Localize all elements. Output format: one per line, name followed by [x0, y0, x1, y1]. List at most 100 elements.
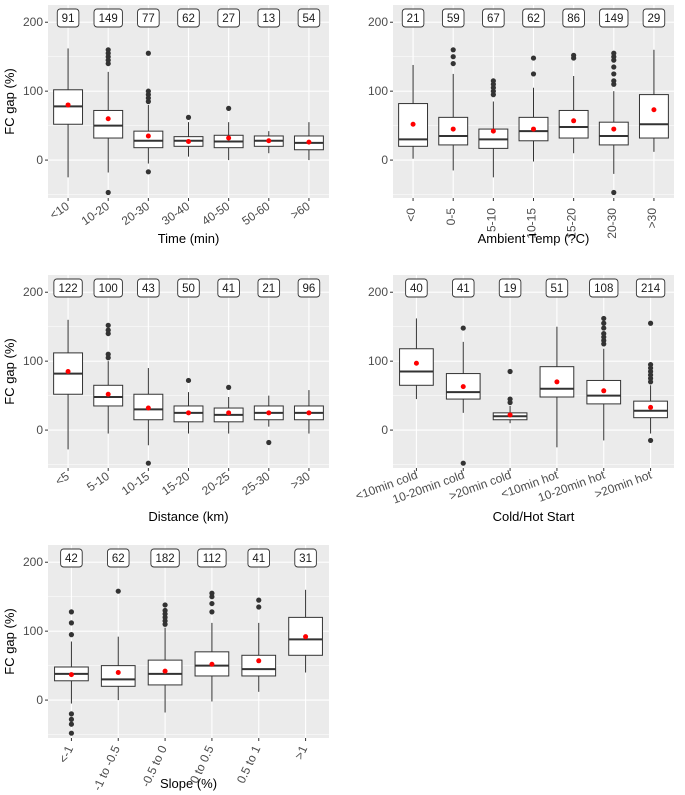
- box-6: [633, 320, 668, 444]
- count-label: 41: [222, 283, 235, 295]
- mean-point: [601, 388, 607, 394]
- count-label: 214: [641, 283, 661, 295]
- count-label: 86: [567, 13, 580, 25]
- x-tick-label: 15-20: [159, 469, 192, 498]
- count-label-box: [562, 8, 585, 28]
- count-label-box: [56, 8, 80, 28]
- outlier-point: [507, 368, 513, 375]
- count-label-box: [441, 8, 465, 28]
- box-1: [398, 64, 429, 159]
- box-5: [558, 52, 589, 154]
- outlier-point: [145, 460, 151, 466]
- box-iqr: [399, 348, 434, 386]
- y-tick-label: 100: [368, 84, 388, 98]
- box-iqr: [93, 109, 124, 139]
- y-tick-label: 0: [36, 153, 43, 167]
- count-label: 100: [99, 283, 118, 295]
- chart-panel-3: 0 100 200 122 <5 100 5-10 43 10-15 50 15-20 41 20-25…: [2, 275, 329, 524]
- box-4: [539, 326, 575, 448]
- box-4: [173, 114, 204, 157]
- outlier-point: [145, 169, 151, 175]
- mean-point: [115, 670, 121, 676]
- mean-point: [460, 384, 466, 390]
- box-5: [213, 384, 244, 434]
- outlier-point: [460, 460, 466, 466]
- count-label-box: [545, 278, 569, 298]
- outlier-point: [647, 437, 654, 444]
- count-label-box: [642, 8, 666, 28]
- x-tick-label: -1 to -0.5: [90, 743, 123, 793]
- count-label: 13: [262, 13, 275, 25]
- outlier-point: [226, 105, 232, 111]
- count-label-box: [498, 278, 522, 298]
- count-label-box: [137, 278, 160, 298]
- outlier-point: [530, 55, 537, 61]
- count-label-box: [599, 8, 629, 28]
- mean-point: [145, 133, 151, 139]
- outlier-point: [145, 50, 151, 56]
- count-label-box: [247, 548, 270, 568]
- count-label: 43: [142, 283, 155, 295]
- count-label: 149: [604, 13, 623, 25]
- outlier-point: [185, 377, 192, 384]
- y-tick-label: 200: [23, 15, 43, 29]
- x-tick-label: 10-15: [119, 469, 152, 498]
- count-label-box: [257, 278, 281, 298]
- outlier-point: [571, 52, 577, 58]
- outlier-point: [105, 351, 111, 357]
- x-tick-label: 15-20: [565, 208, 579, 239]
- mean-point: [531, 126, 536, 132]
- box-iqr: [558, 109, 589, 139]
- mean-point: [266, 410, 272, 416]
- box-iqr: [147, 659, 183, 686]
- box-6: [253, 395, 284, 446]
- x-tick-label: 0-5: [444, 208, 458, 226]
- count-label: 19: [504, 283, 517, 295]
- count-label: 122: [58, 283, 77, 295]
- outlier-point: [611, 50, 617, 56]
- mean-point: [226, 135, 232, 141]
- outlier-point: [209, 600, 215, 607]
- x-tick-label: 30-40: [159, 199, 192, 228]
- outlier-point: [105, 47, 111, 53]
- outlier-point: [68, 716, 75, 722]
- count-label: 59: [447, 13, 460, 25]
- count-label-box: [217, 278, 240, 298]
- box-1: [54, 609, 89, 736]
- count-label-box: [405, 278, 428, 298]
- mean-point: [105, 391, 111, 397]
- y-axis-title: FC gap (%): [2, 338, 17, 404]
- box-iqr: [638, 94, 669, 139]
- x-tick-label: >30: [288, 469, 313, 492]
- count-label-box: [522, 8, 545, 28]
- x-tick-label: 10-20: [79, 199, 112, 228]
- count-label: 41: [457, 283, 470, 295]
- x-tick-label: <0: [404, 208, 418, 222]
- outlier-point: [460, 325, 466, 331]
- mean-point: [410, 121, 416, 127]
- chart-panel-2: 0 100 200 21 <0 59 0-5 67 5-10 62 10-15 86 15-20 149 2…: [368, 5, 674, 246]
- count-label-box: [294, 548, 317, 568]
- mean-point: [490, 128, 496, 134]
- x-tick-label: 10-15: [525, 208, 539, 239]
- mean-point: [571, 118, 577, 124]
- outlier-point: [185, 114, 192, 120]
- box-6: [253, 131, 284, 154]
- y-tick-label: 100: [368, 354, 388, 368]
- x-axis-title: Cold/Hot Start: [493, 509, 575, 524]
- count-label: 54: [303, 13, 316, 25]
- count-label-box: [93, 278, 123, 298]
- mean-point: [65, 369, 71, 374]
- y-axis-title: FC gap (%): [2, 68, 17, 134]
- mean-point: [648, 404, 654, 410]
- count-label-box: [60, 548, 83, 568]
- mean-point: [68, 672, 74, 678]
- count-label: 67: [487, 13, 500, 25]
- outlier-point: [68, 711, 75, 717]
- count-label: 42: [65, 553, 78, 565]
- count-label: 29: [648, 13, 661, 25]
- count-label-box: [297, 8, 321, 28]
- box-3: [478, 16, 509, 178]
- outlier-point: [450, 47, 456, 53]
